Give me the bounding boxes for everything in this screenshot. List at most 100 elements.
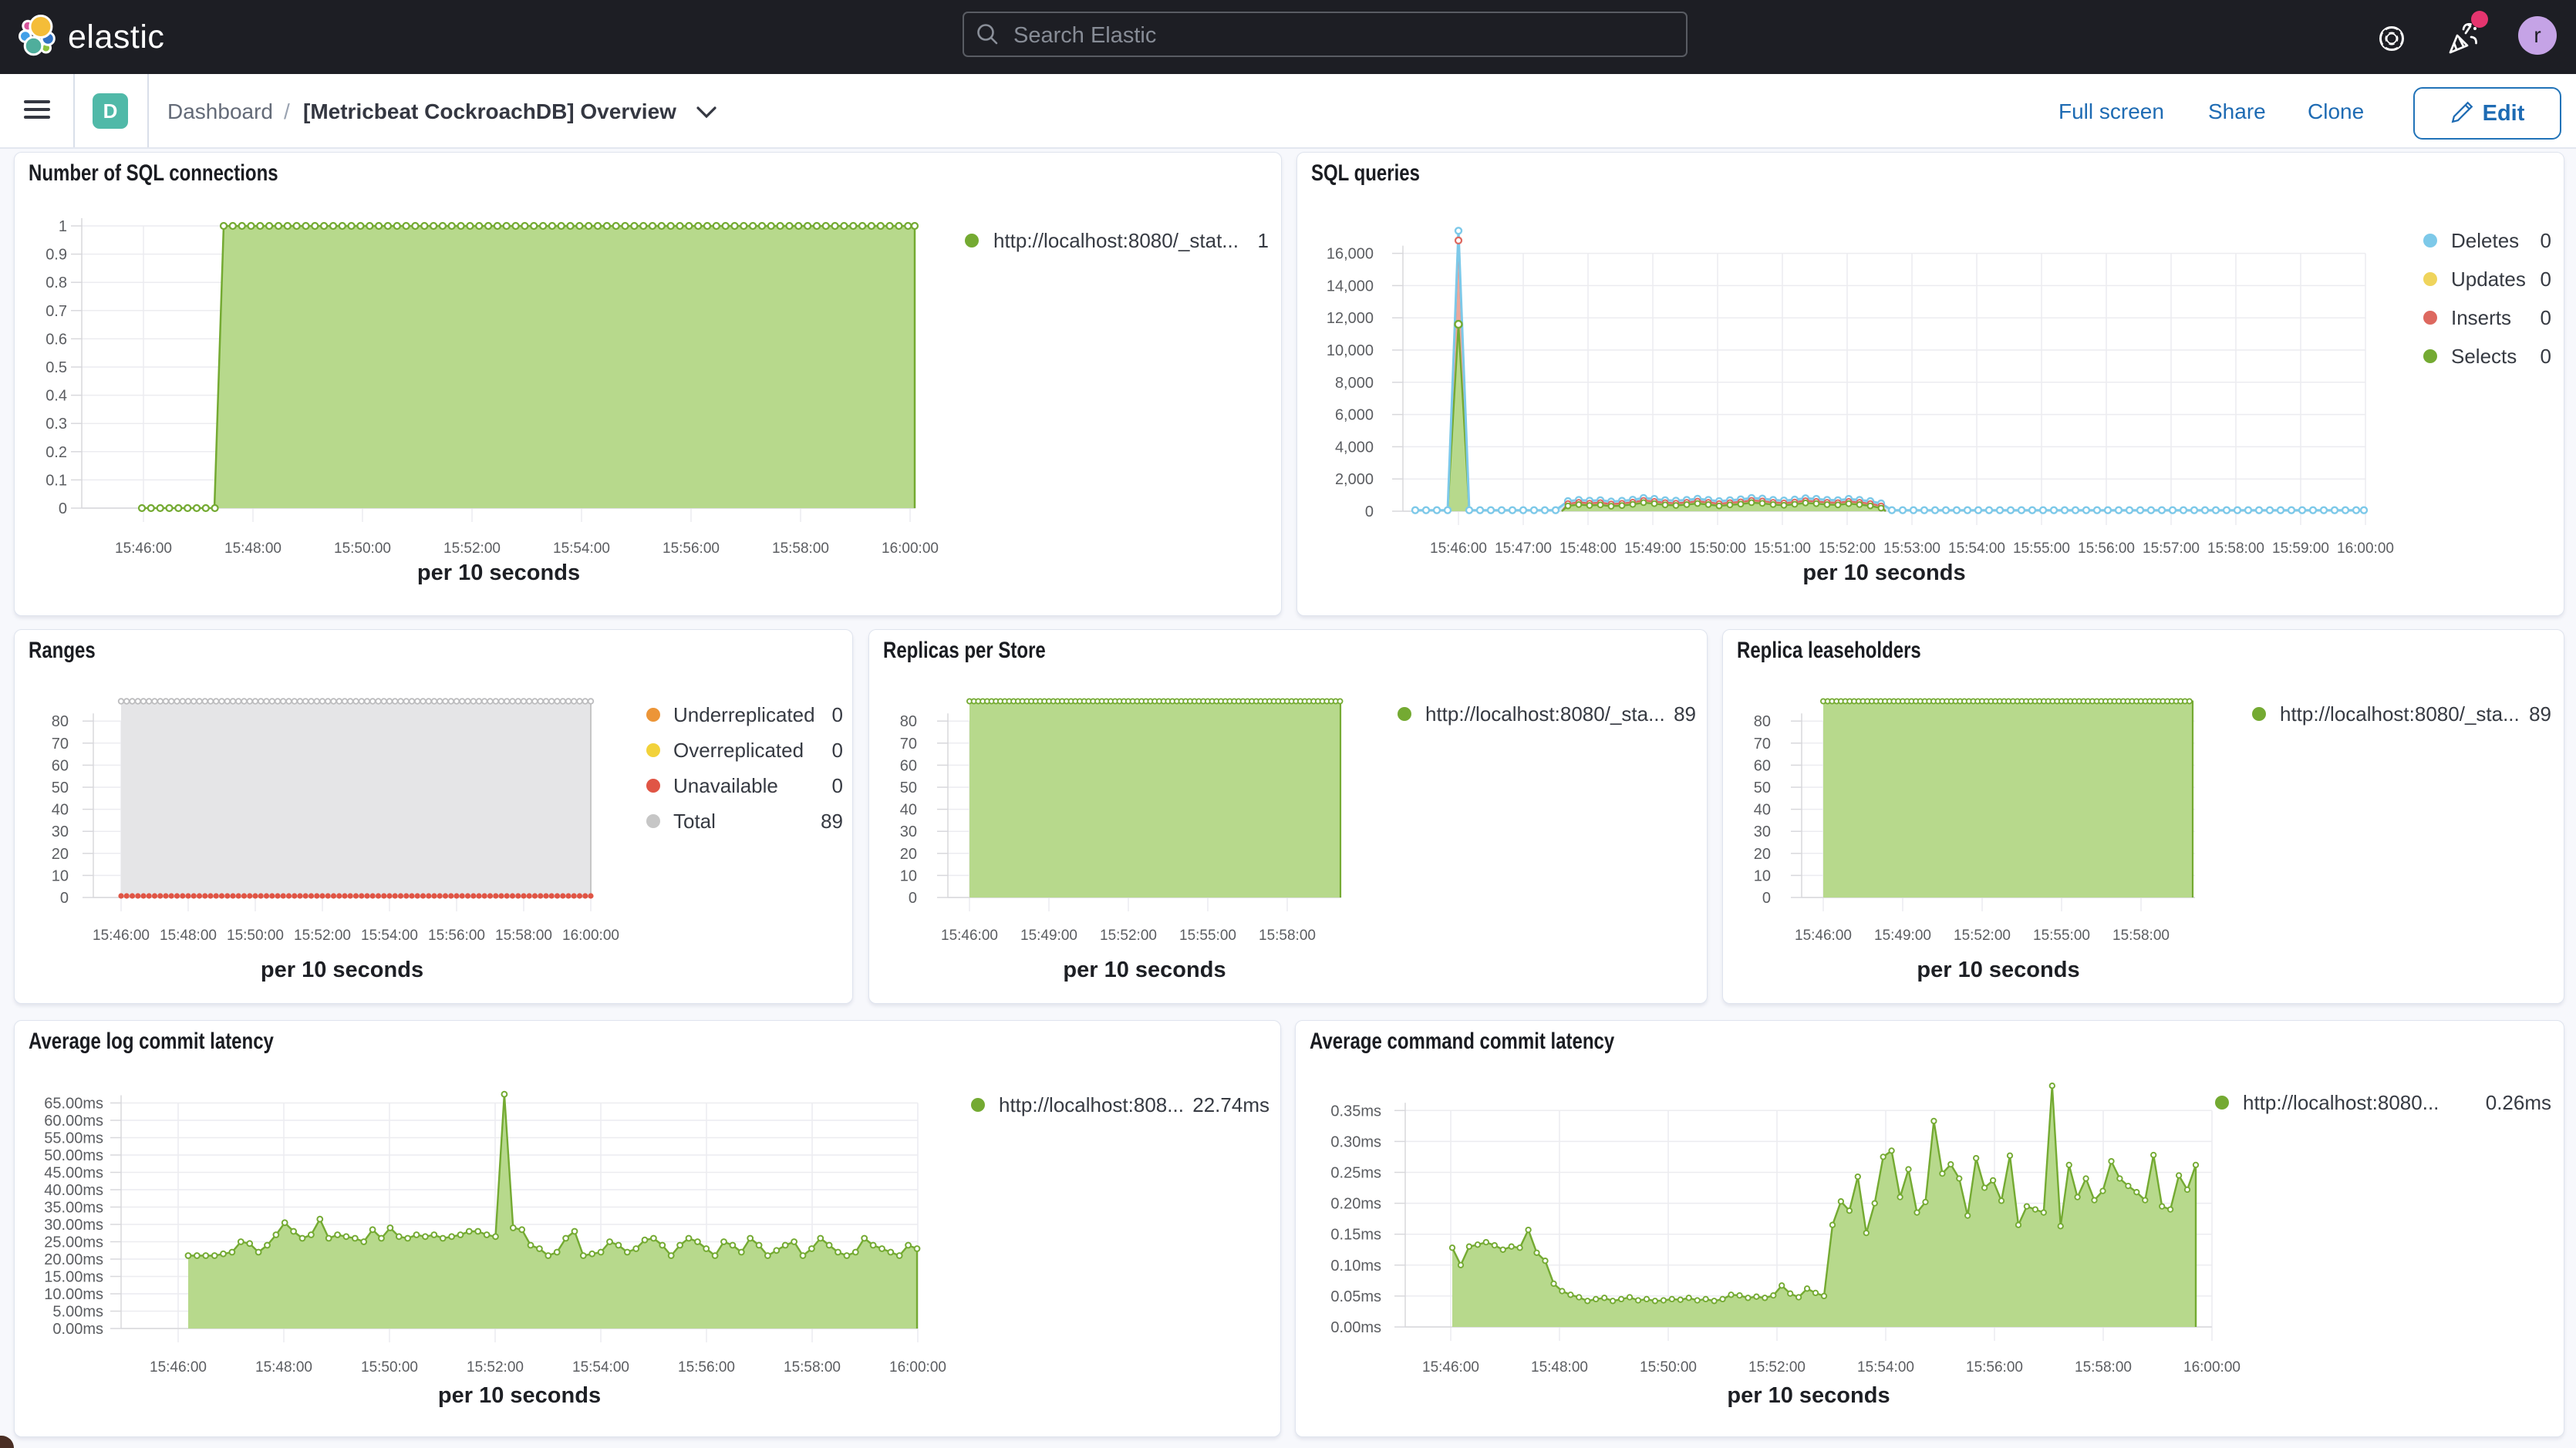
svg-text:Unavailable: Unavailable (673, 774, 778, 797)
svg-text:30.00ms: 30.00ms (44, 1217, 103, 1234)
svg-text:http://localhost:8080/_sta...: http://localhost:8080/_sta... (1425, 702, 1665, 726)
svg-text:15:50:00: 15:50:00 (227, 928, 284, 944)
svg-text:50: 50 (900, 780, 917, 796)
svg-text:50: 50 (1754, 780, 1771, 796)
svg-text:80: 80 (900, 713, 917, 730)
svg-text:15:56:00: 15:56:00 (1966, 1359, 2023, 1376)
svg-text:0: 0 (1365, 503, 1374, 520)
svg-text:15:49:00: 15:49:00 (1020, 928, 1077, 944)
svg-text:15:52:00: 15:52:00 (1100, 928, 1157, 944)
svg-text:80: 80 (1754, 713, 1771, 730)
svg-text:0.35ms: 0.35ms (1330, 1103, 1381, 1120)
svg-text:10,000: 10,000 (1327, 342, 1374, 359)
svg-text:22.74ms: 22.74ms (1192, 1093, 1269, 1116)
svg-text:0: 0 (2541, 306, 2551, 329)
svg-text:80: 80 (52, 713, 69, 730)
svg-text:0.15ms: 0.15ms (1330, 1227, 1381, 1244)
svg-text:60.00ms: 60.00ms (44, 1113, 103, 1130)
svg-text:60: 60 (1754, 757, 1771, 774)
svg-text:15:58:00: 15:58:00 (2075, 1359, 2132, 1376)
svg-text:12,000: 12,000 (1327, 310, 1374, 327)
svg-text:55.00ms: 55.00ms (44, 1130, 103, 1147)
svg-text:20: 20 (1754, 846, 1771, 863)
svg-text:35.00ms: 35.00ms (44, 1200, 103, 1217)
svg-text:15:54:00: 15:54:00 (572, 1359, 629, 1376)
svg-text:http://localhost:808...: http://localhost:808... (999, 1093, 1184, 1116)
svg-text:0.3: 0.3 (46, 416, 67, 433)
svg-text:15:50:00: 15:50:00 (1640, 1359, 1697, 1376)
svg-text:15:52:00: 15:52:00 (1954, 928, 2011, 944)
svg-text:4,000: 4,000 (1335, 439, 1374, 456)
svg-text:per 10 seconds: per 10 seconds (1727, 1383, 1890, 1408)
svg-text:10: 10 (900, 867, 917, 884)
svg-text:16:00:00: 16:00:00 (562, 928, 619, 944)
svg-text:0: 0 (59, 500, 67, 517)
svg-text:15.00ms: 15.00ms (44, 1269, 103, 1286)
svg-text:http://localhost:8080/_sta...: http://localhost:8080/_sta... (2280, 702, 2520, 726)
svg-text:15:55:00: 15:55:00 (2013, 540, 2070, 557)
svg-text:15:48:00: 15:48:00 (1559, 540, 1617, 557)
svg-text:16:00:00: 16:00:00 (882, 540, 939, 557)
svg-text:15:56:00: 15:56:00 (663, 540, 720, 557)
svg-text:25.00ms: 25.00ms (44, 1234, 103, 1251)
svg-text:15:50:00: 15:50:00 (361, 1359, 418, 1376)
svg-text:15:52:00: 15:52:00 (467, 1359, 524, 1376)
svg-text:per 10 seconds: per 10 seconds (1063, 958, 1226, 982)
svg-text:10: 10 (52, 867, 69, 884)
svg-text:0.8: 0.8 (46, 274, 67, 291)
svg-text:45.00ms: 45.00ms (44, 1165, 103, 1182)
svg-text:15:50:00: 15:50:00 (334, 540, 391, 557)
svg-text:15:55:00: 15:55:00 (1179, 928, 1236, 944)
svg-text:40: 40 (52, 802, 69, 819)
svg-text:15:58:00: 15:58:00 (2112, 928, 2170, 944)
svg-text:15:46:00: 15:46:00 (115, 540, 172, 557)
svg-text:15:54:00: 15:54:00 (1857, 1359, 1914, 1376)
svg-text:65.00ms: 65.00ms (44, 1096, 103, 1113)
svg-text:50.00ms: 50.00ms (44, 1147, 103, 1164)
svg-text:15:53:00: 15:53:00 (1883, 540, 1940, 557)
svg-text:30: 30 (900, 823, 917, 840)
svg-text:0.26ms: 0.26ms (2486, 1091, 2551, 1114)
svg-text:http://localhost:8080...: http://localhost:8080... (2243, 1091, 2439, 1114)
svg-text:Overreplicated: Overreplicated (673, 739, 804, 762)
svg-text:per 10 seconds: per 10 seconds (438, 1383, 601, 1408)
svg-text:15:46:00: 15:46:00 (941, 928, 998, 944)
svg-text:http://localhost:8080/_stat...: http://localhost:8080/_stat... (993, 229, 1239, 252)
svg-text:89: 89 (2529, 702, 2551, 726)
svg-text:0.10ms: 0.10ms (1330, 1258, 1381, 1275)
svg-text:16:00:00: 16:00:00 (2337, 540, 2394, 557)
svg-text:15:56:00: 15:56:00 (428, 928, 485, 944)
svg-text:0.25ms: 0.25ms (1330, 1165, 1381, 1182)
svg-text:0: 0 (832, 774, 843, 797)
svg-text:5.00ms: 5.00ms (52, 1304, 103, 1321)
svg-text:15:48:00: 15:48:00 (1531, 1359, 1588, 1376)
svg-text:Updates: Updates (2451, 268, 2526, 291)
svg-text:40: 40 (1754, 802, 1771, 819)
svg-text:15:52:00: 15:52:00 (294, 928, 351, 944)
svg-text:15:49:00: 15:49:00 (1624, 540, 1681, 557)
svg-text:1: 1 (1258, 229, 1269, 252)
svg-text:15:47:00: 15:47:00 (1495, 540, 1552, 557)
svg-text:Underreplicated: Underreplicated (673, 703, 815, 726)
svg-text:15:58:00: 15:58:00 (2207, 540, 2264, 557)
svg-text:50: 50 (52, 780, 69, 796)
svg-text:0.1: 0.1 (46, 472, 67, 489)
svg-text:0.6: 0.6 (46, 331, 67, 348)
svg-text:0.20ms: 0.20ms (1330, 1196, 1381, 1213)
svg-text:16:00:00: 16:00:00 (889, 1359, 946, 1376)
svg-text:0: 0 (909, 890, 917, 907)
svg-text:20: 20 (52, 846, 69, 863)
svg-text:15:55:00: 15:55:00 (2033, 928, 2090, 944)
svg-text:70: 70 (1754, 736, 1771, 753)
svg-text:0: 0 (832, 703, 843, 726)
svg-text:15:54:00: 15:54:00 (361, 928, 418, 944)
svg-text:0: 0 (832, 739, 843, 762)
svg-text:30: 30 (52, 823, 69, 840)
svg-text:0.7: 0.7 (46, 303, 67, 320)
svg-text:20: 20 (900, 846, 917, 863)
svg-text:15:56:00: 15:56:00 (678, 1359, 735, 1376)
svg-text:89: 89 (821, 810, 843, 833)
svg-text:15:46:00: 15:46:00 (1795, 928, 1852, 944)
svg-text:0: 0 (1762, 890, 1771, 907)
svg-text:per 10 seconds: per 10 seconds (417, 561, 580, 585)
